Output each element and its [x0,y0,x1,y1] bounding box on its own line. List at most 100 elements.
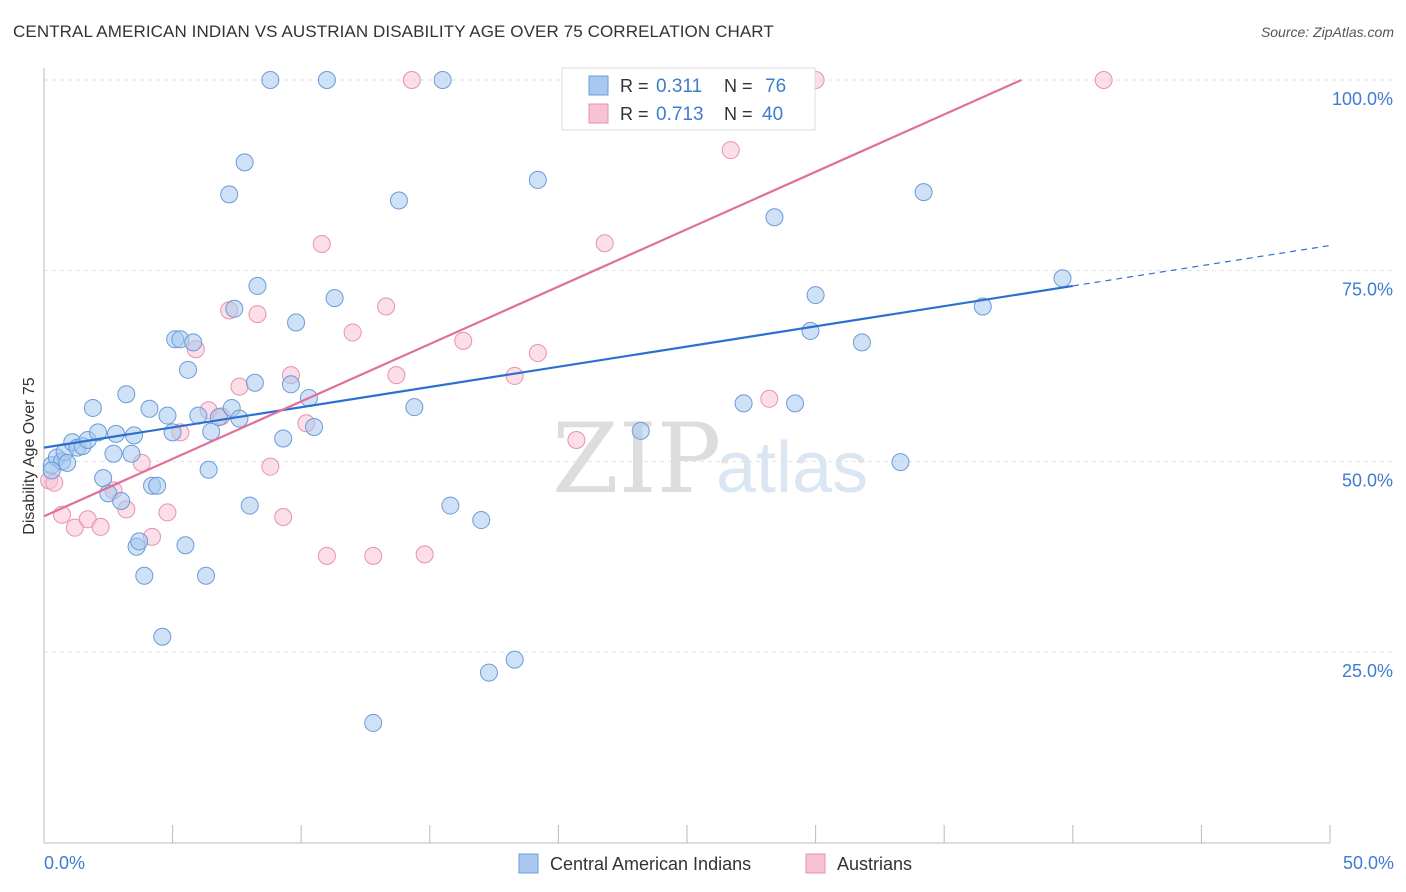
blue-data-point [89,423,108,442]
blue-data-point [94,469,113,488]
pink-data-point [567,430,586,449]
legend-n-label-pink: N = [724,104,753,124]
blue-data-point [58,453,77,472]
pink-data-point [595,234,614,253]
blue-data-point [317,71,336,89]
legend-n-value-pink: 40 [762,104,783,125]
x-ticks [43,825,1331,843]
blue-data-point [148,476,167,495]
blue-data-point [122,444,141,463]
blue-data-point [914,183,933,202]
pink-data-point [312,234,331,253]
blue-data-point [179,360,198,379]
pink-data-point [65,518,84,537]
blue-data-point [130,532,149,551]
pink-data-point [454,331,473,350]
blue-data-point [801,321,820,340]
pink-data-point [364,546,383,565]
blue-data-point [631,421,650,440]
pink-data-point [158,503,177,522]
legend-r-value-blue: 0.311 [656,76,702,97]
blue-data-point [104,444,123,463]
pink-data-point [387,366,406,385]
y-tick-label: 100.0% [1332,89,1393,109]
blue-data-point [112,491,131,510]
blue-data-point [389,191,408,210]
blue-data-point [472,511,491,530]
legend-r-label-pink: R = [620,104,649,124]
blue-data-point [248,276,267,295]
blue-data-point [505,650,524,669]
blue-data-point [184,333,203,352]
blue-data-point [83,398,102,417]
austrians-points [40,71,1113,565]
pink-data-point [274,508,293,527]
blue-data-point [42,461,61,480]
blue-data-point [220,185,239,204]
pink-data-point [261,457,280,476]
blue-data-point [235,153,254,172]
series-legend: Central American Indians Austrians [518,853,912,874]
blue-data-point [199,460,218,479]
blue-data-point [806,286,825,305]
blue-data-point [765,208,784,227]
blue-trend-extension [1072,244,1331,287]
blue-data-point [852,333,871,352]
blue-data-point [225,299,244,318]
blue-data-point [140,399,159,418]
legend-swatch-blue [588,75,609,96]
blue-data-point [153,627,172,646]
pink-data-point [415,545,434,564]
pink-data-point [528,344,547,363]
blue-data-point [197,566,216,585]
blue-data-point [891,453,910,472]
bottom-legend-swatch-pink [805,853,826,874]
blue-data-point [405,398,424,417]
source-label: Source: ZipAtlas.com [1260,24,1394,40]
blue-trend-line [43,284,1073,449]
blue-data-point [973,297,992,316]
pink-data-point [343,323,362,342]
legend-r-value-pink: 0.713 [656,104,704,125]
blue-data-point [261,71,280,89]
blue-data-point [274,429,293,448]
chart-title: CENTRAL AMERICAN INDIAN VS AUSTRIAN DISA… [13,22,774,41]
y-tick-labels: 25.0% 50.0% 75.0% 100.0% [1332,89,1393,681]
blue-data-point [176,536,195,555]
blue-data-point [786,394,805,413]
blue-data-point [287,313,306,332]
y-tick-label: 50.0% [1342,470,1393,490]
blue-data-point [441,496,460,515]
legend-r-label-blue: R = [620,76,649,96]
x-tick-label-min: 0.0% [44,853,85,873]
blue-data-point [479,663,498,682]
blue-data-point [364,713,383,732]
blue-data-point [325,289,344,308]
pink-data-point [91,517,110,536]
blue-data-point [158,406,177,425]
blue-data-point [305,418,324,437]
blue-data-point [281,375,300,394]
blue-data-point [245,373,264,392]
central-american-indians-points [42,71,1072,732]
y-tick-label: 25.0% [1342,661,1393,681]
pink-data-point [317,546,336,565]
pink-data-point [1094,71,1113,89]
blue-data-point [202,422,221,441]
pink-trend-line [43,78,1022,518]
blue-data-point [107,424,126,443]
bottom-legend-label-pink: Austrians [837,854,912,874]
pink-data-point [505,366,524,385]
legend-n-label-blue: N = [724,76,753,96]
y-axis-title: Disability Age Over 75 [21,377,38,535]
trend-lines [43,78,1331,518]
watermark-atlas: atlas [716,428,868,508]
blue-data-point [117,385,136,404]
pink-data-point [402,71,421,89]
pink-data-point [721,141,740,160]
y-tick-label: 75.0% [1342,280,1393,300]
blue-data-point [1053,269,1072,288]
legend-swatch-pink [588,103,609,124]
blue-data-point [433,71,452,89]
